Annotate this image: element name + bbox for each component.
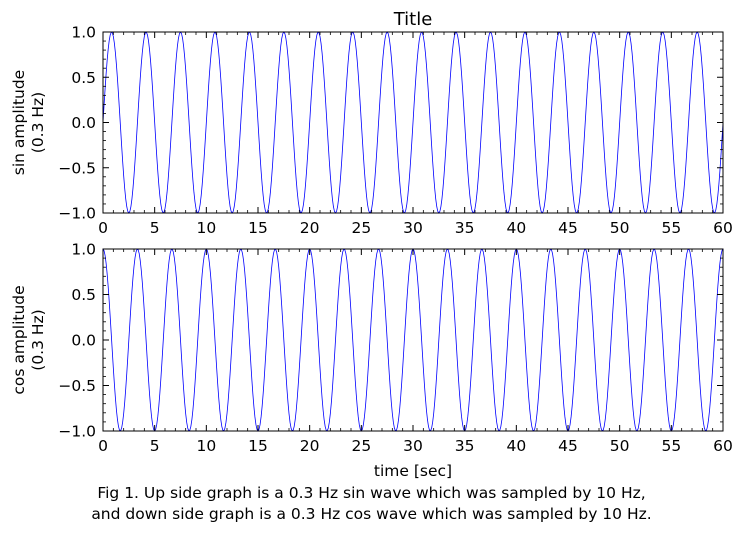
caption-line-2: and down side graph is a 0.3 Hz cos wave… — [91, 505, 652, 523]
y-tick-label: 1.0 — [71, 24, 96, 42]
x-tick-label: 45 — [558, 437, 578, 455]
x-tick-label: 5 — [150, 219, 160, 237]
y-tick-label: −1.0 — [58, 423, 96, 441]
x-tick-label: 0 — [98, 437, 108, 455]
y-tick-label: 0.5 — [71, 286, 96, 304]
x-tick-label: 60 — [713, 437, 733, 455]
x-tick-label: 25 — [351, 437, 371, 455]
x-tick-label: 55 — [661, 437, 681, 455]
x-tick-label: 30 — [403, 437, 423, 455]
x-tick-label: 0 — [98, 219, 108, 237]
x-tick-label: 25 — [351, 219, 371, 237]
caption-line-1: Fig 1. Up side graph is a 0.3 Hz sin wav… — [97, 484, 646, 502]
x-tick-label: 20 — [300, 219, 320, 237]
x-tick-label: 55 — [661, 219, 681, 237]
y-axis-label-line-2: (0.3 Hz) — [29, 92, 47, 153]
x-tick-label: 45 — [558, 219, 578, 237]
y-tick-label: −0.5 — [58, 377, 96, 395]
sin-wave-line — [102, 31, 724, 214]
cos-subplot: 0 5 10 15 20 25 30 35 40 45 50 55 60 −1.0 −0.5 0.0 0.5 1.… — [10, 241, 733, 481]
x-tick-label: 40 — [506, 219, 526, 237]
x-axis-label: time [sec] — [374, 462, 452, 480]
chart-title: Title — [393, 9, 433, 30]
x-tick-label: 15 — [248, 219, 268, 237]
x-tick-label: 50 — [610, 219, 630, 237]
y-axis-label-line-1: sin amplitude — [10, 70, 28, 175]
x-tick-label: 40 — [506, 437, 526, 455]
x-tick-label: 10 — [196, 219, 216, 237]
y-tick-label: −1.0 — [58, 205, 96, 223]
x-tick-label: 15 — [248, 437, 268, 455]
y-tick-label: 0.0 — [71, 114, 96, 132]
x-tick-label: 60 — [713, 219, 733, 237]
cos-wave-line — [102, 248, 724, 432]
axes-frame — [102, 248, 724, 432]
y-axis-label-line-2: (0.3 Hz) — [29, 309, 47, 370]
y-tick-label: 0.0 — [71, 332, 96, 350]
x-tick-label: 50 — [610, 437, 630, 455]
x-tick-label: 30 — [403, 219, 423, 237]
x-tick-label: 10 — [196, 437, 216, 455]
x-tick-label: 35 — [455, 437, 475, 455]
y-tick-label: 0.5 — [71, 69, 96, 87]
y-tick-label: 1.0 — [71, 241, 96, 259]
sin-subplot: 0 5 10 15 20 25 30 35 40 45 50 55 60 −1.0 −0.5 0.0 0.5 1.… — [10, 9, 733, 237]
x-tick-label: 20 — [300, 437, 320, 455]
y-axis-label-line-1: cos amplitude — [10, 285, 28, 394]
x-tick-label: 35 — [455, 219, 475, 237]
x-tick-label: 5 — [150, 437, 160, 455]
y-tick-label: −0.5 — [58, 159, 96, 177]
